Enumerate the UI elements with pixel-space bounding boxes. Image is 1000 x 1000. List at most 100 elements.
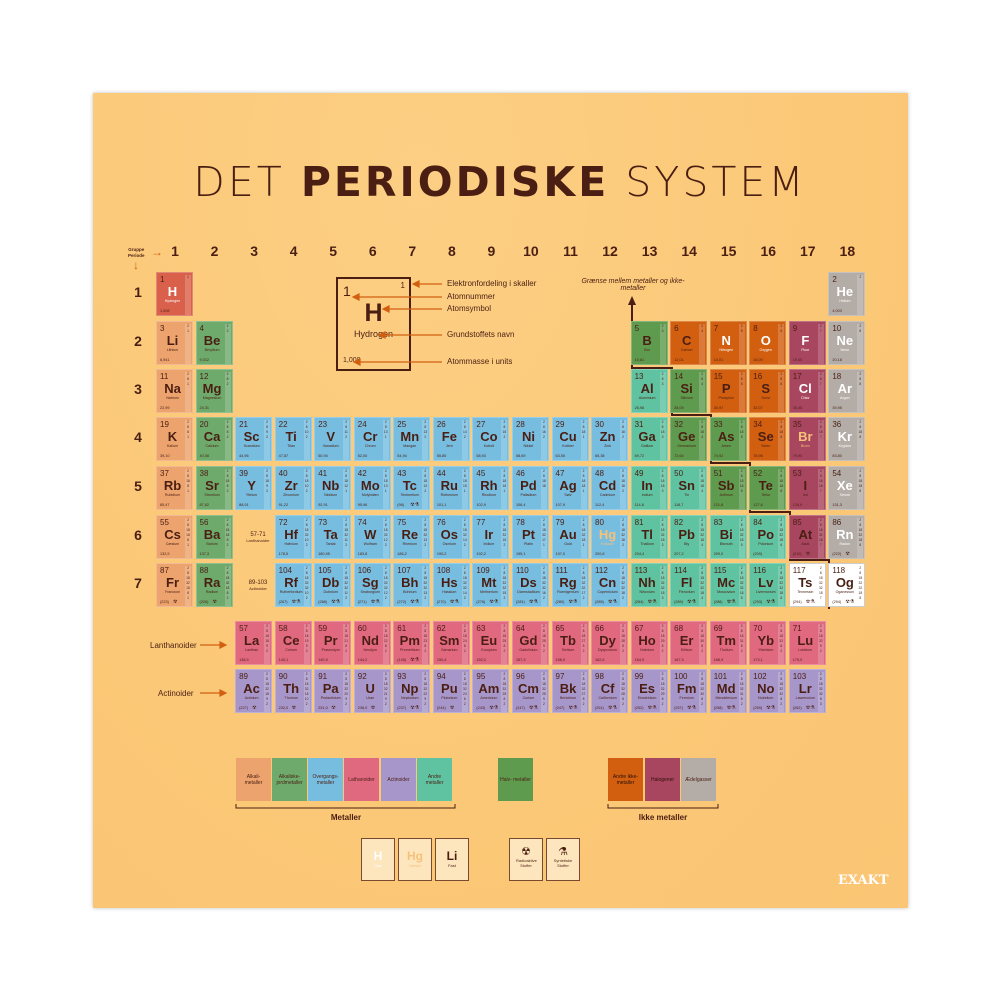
state-gas: H Gas — [361, 838, 395, 881]
group-number: 17 — [800, 243, 816, 259]
shell-count: 2 — [226, 518, 229, 522]
hazard-icons: ☢⚗ — [410, 657, 419, 663]
element-name: Vanadium — [322, 444, 339, 448]
shell-count: 15 — [502, 430, 507, 434]
key-label: Atomsymbol — [447, 304, 492, 313]
shell-count: 18 — [621, 484, 625, 488]
key-mass: 1,008 — [343, 357, 361, 364]
electron-shells: 2 8 18 18 6 — [778, 469, 785, 509]
element-cell-P: 15 P Phosphor 30,97 2 8 5 — [709, 369, 747, 413]
shell-count: 18 — [383, 479, 388, 483]
shell-count: 18 — [858, 484, 863, 488]
element-cell-Pb: 82 Pb Bly 207,2 2 8 18 32 18 4 — [670, 515, 708, 559]
element-symbol: Ca — [203, 429, 221, 444]
element-symbol: U — [365, 681, 375, 696]
shell-count: 8 — [661, 571, 664, 575]
element-cell-Sc: 21 Sc Scandium 44,96 2 8 9 2 — [235, 417, 273, 461]
atomic-number: 25 — [397, 420, 407, 429]
element-cell-Bk: 97 Bk Berkelium (247) 2 8 18 32 27 8 2 ☢⚗ — [551, 669, 589, 713]
element-cell-U: 92 U Uran 238,0 2 8 18 32 21 9 2 ☢ — [353, 669, 391, 713]
shell-count: 8 — [345, 425, 348, 429]
shell-count: 18 — [542, 484, 546, 488]
radioactive-icon: ☢ — [608, 705, 613, 711]
atomic-mass: 6,941 — [160, 358, 170, 362]
shell-count: 2 — [819, 469, 822, 473]
element-symbol: Sg — [361, 575, 379, 590]
shell-count: 2 — [543, 435, 545, 439]
element-cell-Po: 84 Po Polonium (209) 2 8 18 32 18 6 — [749, 515, 787, 559]
element-symbol: Th — [283, 681, 300, 696]
shell-count: 28 — [621, 692, 625, 696]
shell-count: 8 — [819, 629, 822, 633]
element-name: Uran — [366, 696, 375, 700]
shell-count: 32 — [265, 687, 269, 691]
flask-icon: ⚗ — [454, 599, 459, 605]
atomic-mass: 10,81 — [634, 358, 645, 362]
atomic-mass: 83,80 — [832, 454, 842, 458]
electron-shells: 2 8 18 32 12 2 — [382, 518, 389, 558]
shell-count: 8 — [543, 425, 545, 429]
state-label: Gas — [374, 863, 382, 868]
electron-shells: 2 8 13 2 — [422, 420, 429, 460]
shell-count: 2 — [305, 420, 308, 424]
shell-count: 27 — [581, 639, 586, 643]
element-name: Thorium — [284, 696, 298, 700]
shell-count: 2 — [701, 469, 704, 473]
shell-count: 32 — [660, 533, 665, 537]
shell-count: 2 — [345, 543, 348, 547]
group-number: 3 — [250, 243, 258, 259]
atomic-mass: (268) — [318, 600, 328, 604]
flask-icon: ⚗ — [572, 599, 578, 605]
element-cell-Si: 14 Si Silicium 28,09 2 8 4 — [670, 369, 708, 413]
legend-an: Actinoider — [381, 758, 416, 801]
shell-count: 2 — [305, 649, 308, 653]
group-number: 13 — [641, 243, 658, 259]
shell-count: 32 — [660, 586, 665, 590]
atomic-mass: (98) — [397, 503, 405, 507]
atomic-number: 47 — [555, 469, 565, 478]
shell-count: 21 — [383, 692, 388, 696]
electron-shells: 2 8 18 32 18 8 2 — [224, 566, 231, 606]
atomic-mass: 1,008 — [160, 309, 170, 313]
shell-count: 32 — [779, 586, 784, 590]
element-cell-C: 6 C Carbon 12,01 2 4 — [670, 321, 708, 365]
radioactive-icon: ☢ — [568, 705, 573, 711]
element-cell-Zr: 40 Zr Zirconium 91,22 2 8 18 10 2 — [274, 466, 312, 510]
shell-count: 8 — [859, 489, 862, 493]
key-shell: 1 — [400, 281, 405, 290]
shell-count: 6 — [780, 382, 783, 386]
shell-count: 8 — [859, 329, 862, 333]
shell-count: 32 — [225, 581, 230, 585]
element-cell-Fr: 87 Fr Francium (223) 2 8 18 32 18 8 1 ☢ — [156, 563, 193, 607]
shell-count: 8 — [424, 474, 427, 478]
element-cell-Yb: 70 Yb Ytterbium 173,1 2 8 18 32 8 2 — [749, 621, 787, 665]
atomic-mass: 168,9 — [713, 658, 724, 662]
period-number: 5 — [134, 478, 142, 494]
electron-shells: 2 8 18 31 8 2 — [738, 624, 745, 664]
legend-nm: Andre ikke- metaller — [608, 758, 643, 801]
electron-shells: 2 8 18 32 24 8 2 — [461, 672, 468, 712]
shell-count: 8 — [463, 571, 466, 575]
group-number: 8 — [447, 243, 456, 259]
element-name: Chrom — [364, 444, 376, 448]
element-symbol: Cf — [600, 681, 615, 696]
shell-count: 8 — [661, 629, 664, 633]
element-name: Krypton — [838, 444, 852, 448]
atomic-number: 104 — [278, 566, 292, 575]
atomic-mass: 9,012 — [199, 358, 210, 362]
element-cell-N: 7 N Nitrogen 14,01 2 5 — [709, 321, 747, 365]
element-symbol: Co — [480, 429, 498, 444]
atomic-mass: (247) — [515, 706, 525, 710]
shell-count: 6 — [780, 596, 783, 600]
shell-count: 8 — [661, 677, 664, 681]
element-cell-Nh: 113 Nh Nihonium (284) 2 8 18 32 32 18 3 ☢⚗ — [630, 563, 668, 607]
element-symbol: Au — [559, 527, 577, 542]
element-cell-Sr: 38 Sr Strontium 87,62 2 8 18 8 2 — [195, 466, 233, 510]
shell-count: 2 — [503, 702, 506, 706]
electron-shells: 2 8 18 3 — [659, 420, 666, 460]
element-cell-Pa: 91 Pa Protactinium 231,0 2 8 18 32 20 9 2 ☢ — [314, 669, 352, 713]
shell-count: 18 — [700, 576, 704, 580]
element-cell-Pt: 78 Pt Platin 195,1 2 8 18 32 17 1 — [511, 515, 549, 559]
shell-count: 8 — [780, 644, 783, 648]
